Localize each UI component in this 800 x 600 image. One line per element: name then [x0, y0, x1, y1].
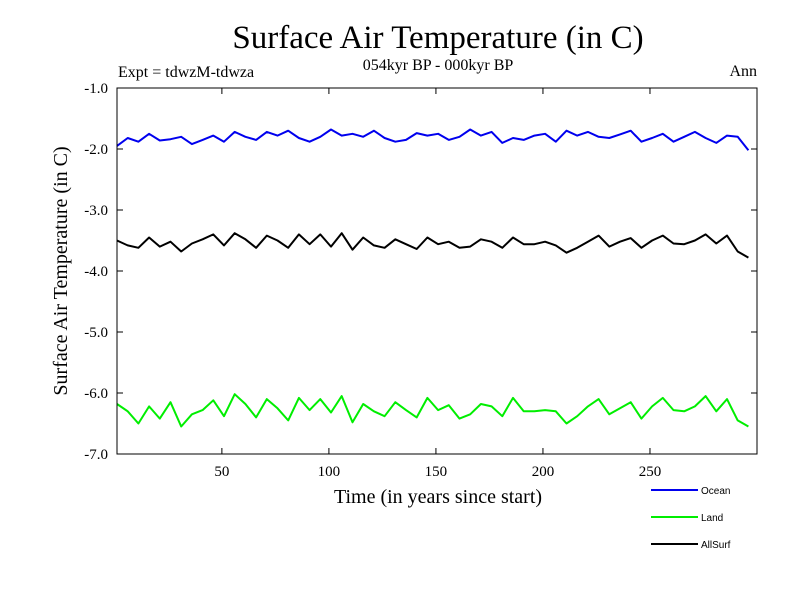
series-line-allsurf	[116, 232, 749, 259]
y-tick-label: -6.0	[84, 386, 108, 402]
y-tick-label: -5.0	[84, 325, 108, 341]
y-tick-label: -4.0	[84, 264, 108, 280]
x-tick-label: 200	[532, 464, 555, 480]
y-tick-label: -2.0	[84, 142, 108, 158]
chart-subtitle: 054kyr BP - 000kyr BP	[363, 57, 514, 74]
legend-label-ocean: Ocean	[701, 486, 730, 497]
y-axis: -1.0 -2.0 -3.0 -4.0 -5.0 -6.0 -7.0	[84, 81, 757, 463]
series-line-ocean	[116, 128, 750, 151]
y-tick-label: -3.0	[84, 203, 108, 219]
y-tick-label: -1.0	[84, 81, 108, 97]
x-tick-label: 250	[639, 464, 662, 480]
series-line-land	[116, 393, 749, 428]
legend: Ocean Land AllSurf	[651, 486, 731, 551]
chart-title: Surface Air Temperature (in C)	[232, 20, 643, 56]
x-tick-label: 100	[318, 464, 341, 480]
plot-series-group	[116, 128, 750, 428]
legend-label-land: Land	[701, 513, 723, 524]
y-axis-label: Surface Air Temperature (in C)	[50, 146, 72, 395]
legend-label-allsurf: AllSurf	[701, 540, 731, 551]
x-axis-label: Time (in years since start)	[334, 486, 542, 508]
x-axis: 50 100 150 200 250	[214, 88, 661, 480]
experiment-label: Expt = tdwzM-tdwza	[118, 64, 254, 81]
x-tick-label: 150	[425, 464, 448, 480]
x-tick-label: 50	[214, 464, 229, 480]
y-tick-label: -7.0	[84, 447, 108, 463]
period-label: Ann	[729, 63, 757, 80]
